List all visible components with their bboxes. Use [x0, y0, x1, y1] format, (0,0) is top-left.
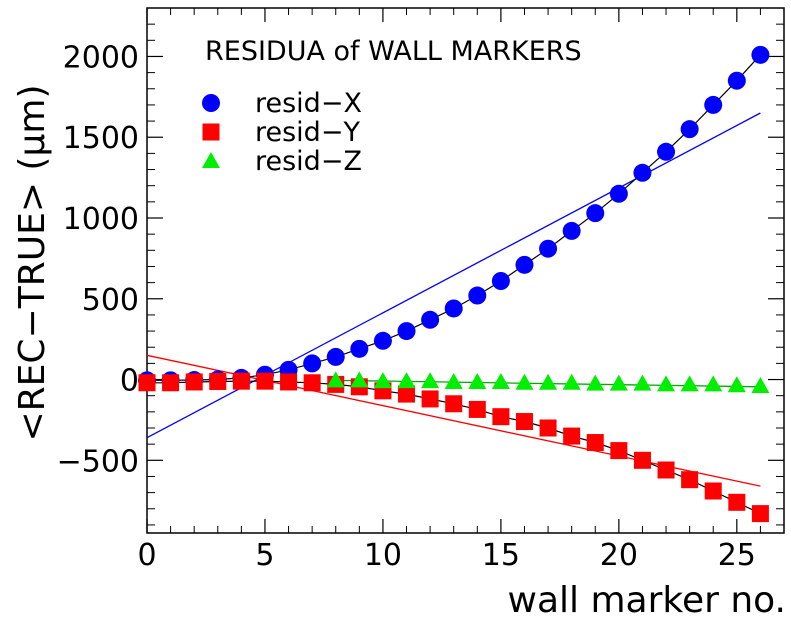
- data-point-triangle: [326, 371, 345, 388]
- data-point-circle: [373, 331, 392, 350]
- data-point-circle: [727, 71, 746, 90]
- data-point-triangle: [421, 372, 440, 389]
- x-tick-label: 10: [364, 538, 402, 573]
- data-point-square: [515, 413, 533, 431]
- data-point-square: [563, 427, 581, 445]
- data-point-triangle: [657, 375, 676, 392]
- x-tick-label: 25: [718, 538, 756, 573]
- data-point-square: [657, 461, 675, 479]
- data-point-triangle: [350, 371, 369, 388]
- data-point-triangle: [704, 375, 723, 392]
- data-point-triangle: [633, 374, 652, 391]
- data-point-triangle: [562, 373, 581, 390]
- data-point-square: [586, 434, 604, 452]
- data-point-circle: [491, 272, 510, 290]
- data-point-square: [185, 373, 203, 391]
- data-point-square: [728, 493, 746, 511]
- y-tick-label: 2000: [63, 40, 139, 75]
- data-point-square: [633, 451, 651, 469]
- data-point-triangle: [491, 372, 510, 389]
- data-point-circle: [586, 204, 605, 223]
- data-point-circle: [326, 347, 345, 366]
- data-point-circle: [633, 163, 652, 182]
- data-point-circle: [609, 184, 628, 203]
- data-point-circle: [303, 354, 322, 373]
- data-point-circle: [515, 255, 534, 274]
- data-point-triangle: [751, 377, 770, 393]
- data-point-circle: [562, 221, 581, 240]
- data-point-square: [138, 374, 156, 392]
- data-point-triangle: [397, 372, 416, 389]
- data-point-triangle: [468, 372, 487, 389]
- data-point-circle: [350, 339, 369, 358]
- y-tick-label: 1500: [63, 121, 139, 156]
- data-point-triangle: [586, 374, 605, 391]
- legend-label-square: resid−Y: [255, 117, 360, 148]
- data-point-square: [681, 471, 699, 489]
- data-point-triangle: [444, 372, 463, 389]
- x-tick-label: 5: [255, 538, 274, 573]
- data-point-circle: [444, 299, 463, 318]
- data-point-circle: [704, 95, 723, 114]
- trend-curve-circle: [147, 54, 761, 381]
- data-point-circle: [468, 286, 487, 305]
- data-point-circle: [680, 120, 699, 139]
- data-point-square: [162, 374, 180, 392]
- data-point-square: [704, 482, 722, 500]
- y-tick-label: −500: [57, 444, 139, 479]
- chart-title: RESIDUA of WALL MARKERS: [205, 36, 582, 67]
- data-point-circle: [421, 310, 440, 329]
- data-point-circle: [397, 322, 416, 341]
- data-point-square: [492, 408, 510, 426]
- legend-marker-square: [202, 123, 220, 141]
- data-point-circle: [751, 45, 770, 64]
- legend-label-circle: resid−X: [255, 88, 362, 119]
- x-axis-label: wall marker no.: [508, 580, 787, 618]
- data-point-square: [445, 395, 463, 413]
- data-point-square: [398, 385, 416, 403]
- legend-marker-triangle: [202, 152, 220, 168]
- data-point-triangle: [609, 374, 628, 391]
- data-point-triangle: [515, 373, 534, 390]
- data-point-square: [280, 373, 298, 391]
- data-point-circle: [657, 142, 676, 161]
- x-tick-label: 0: [137, 538, 156, 573]
- legend-label-triangle: resid−Z: [255, 146, 362, 177]
- data-point-triangle: [680, 375, 699, 392]
- data-point-triangle: [539, 373, 558, 390]
- data-point-circle: [539, 239, 558, 258]
- x-tick-label: 15: [482, 538, 520, 573]
- data-point-triangle: [727, 376, 746, 393]
- y-tick-label: 1000: [63, 202, 139, 237]
- data-point-square: [256, 372, 274, 390]
- legend-marker-circle: [202, 94, 220, 112]
- y-tick-label: 0: [120, 364, 139, 399]
- data-point-square: [232, 372, 250, 390]
- data-point-square: [421, 390, 439, 408]
- data-point-square: [610, 442, 628, 460]
- data-point-square: [751, 505, 769, 523]
- plot-frame: [146, 7, 785, 534]
- data-point-square: [209, 372, 227, 390]
- data-point-square: [303, 374, 321, 392]
- y-tick-label: 500: [82, 283, 139, 318]
- data-point-triangle: [373, 372, 392, 389]
- y-axis-label: <REC−TRUE> (μm): [12, 85, 53, 442]
- data-point-square: [468, 400, 486, 418]
- data-point-square: [539, 419, 557, 437]
- x-tick-label: 20: [600, 538, 638, 573]
